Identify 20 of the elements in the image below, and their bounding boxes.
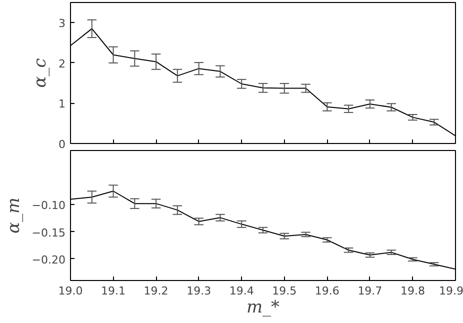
- y-tick-label: 3: [58, 17, 66, 30]
- x-tick-label: 19.3: [186, 284, 212, 298]
- x-tick-label: 19.9: [439, 284, 463, 298]
- y-axis-title: α_m: [4, 197, 24, 234]
- x-tick-label: 19.7: [358, 284, 382, 298]
- x-tick-label: 19.4: [229, 284, 254, 298]
- x-axis-title: m_*: [246, 298, 280, 318]
- y-tick-label: −0.15: [32, 226, 66, 240]
- x-tick-label: 19.5: [272, 284, 297, 298]
- y-tick-label: −0.10: [32, 199, 66, 212]
- x-tick-label: 19.0: [58, 284, 83, 298]
- y-axis-title: α_c: [30, 58, 50, 88]
- y-tick-label: −0.20: [32, 253, 66, 266]
- y-tick-label: 1: [58, 98, 66, 111]
- x-tick-label: 19.2: [144, 284, 168, 298]
- y-tick-label: 0: [58, 138, 66, 151]
- x-tick-label: 19.1: [101, 284, 126, 298]
- x-tick-label: 19.8: [400, 284, 425, 298]
- y-tick-label: 2: [58, 57, 66, 70]
- x-tick-label: 19.6: [314, 284, 340, 298]
